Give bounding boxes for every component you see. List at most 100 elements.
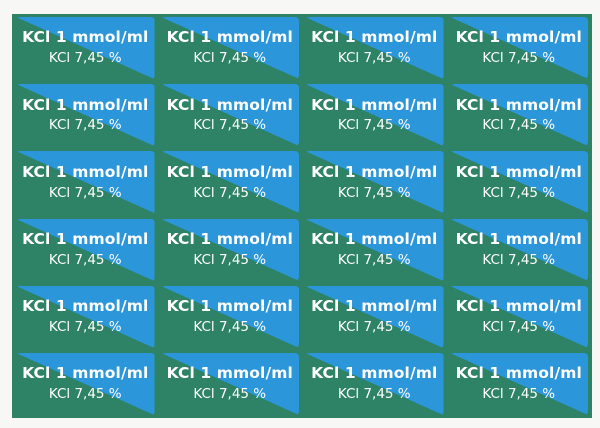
label-diagonal-background (16, 218, 155, 281)
medication-label: KCl 1 mmol/ml KCl 7,45 % (305, 218, 444, 281)
label-text-block: KCl 1 mmol/ml KCl 7,45 % (450, 353, 589, 415)
label-percentage: KCl 7,45 % (337, 251, 411, 268)
label-concentration: KCl 1 mmol/ml (455, 28, 582, 47)
label-concentration: KCl 1 mmol/ml (311, 28, 438, 47)
label-diagonal-background (449, 218, 588, 281)
label-percentage: KCl 7,45 % (482, 50, 556, 67)
medication-label: KCl 1 mmol/ml KCl 7,45 % (16, 84, 155, 147)
label-text-block: KCl 1 mmol/ml KCl 7,45 % (305, 286, 444, 348)
label-percentage: KCl 7,45 % (193, 251, 267, 268)
label-concentration: KCl 1 mmol/ml (22, 229, 149, 248)
medication-label: KCl 1 mmol/ml KCl 7,45 % (449, 285, 589, 348)
label-text-block: KCl 1 mmol/ml KCl 7,45 % (16, 151, 155, 213)
label-concentration: KCl 1 mmol/ml (166, 95, 293, 114)
medication-label: KCl 1 mmol/ml KCl 7,45 % (16, 285, 155, 348)
label-blue-triangle (449, 84, 588, 147)
label-concentration: KCl 1 mmol/ml (311, 229, 438, 248)
label-concentration: KCl 1 mmol/ml (166, 28, 293, 47)
label-percentage: KCl 7,45 % (48, 184, 122, 201)
label-percentage: KCl 7,45 % (482, 318, 556, 335)
label-text-block: KCl 1 mmol/ml KCl 7,45 % (450, 84, 589, 146)
label-text-block: KCl 1 mmol/ml KCl 7,45 % (161, 286, 300, 348)
label-blue-triangle (449, 285, 588, 348)
medication-label: KCl 1 mmol/ml KCl 7,45 % (449, 17, 588, 80)
label-blue-triangle (305, 285, 444, 348)
label-diagonal-background (305, 84, 444, 147)
medication-label: KCl 1 mmol/ml KCl 7,45 % (16, 151, 155, 214)
medication-label: KCl 1 mmol/ml KCl 7,45 % (305, 17, 444, 80)
label-blue-triangle (449, 151, 588, 214)
label-text-block: KCl 1 mmol/ml KCl 7,45 % (16, 286, 155, 348)
label-blue-triangle (305, 151, 444, 214)
label-diagonal-background (449, 352, 588, 415)
label-blue-triangle (16, 17, 155, 80)
label-diagonal-background (16, 84, 155, 147)
label-percentage: KCl 7,45 % (193, 117, 267, 134)
label-blue-triangle (16, 151, 155, 214)
label-text-block: KCl 1 mmol/ml KCl 7,45 % (305, 219, 444, 281)
label-concentration: KCl 1 mmol/ml (22, 162, 149, 181)
label-concentration: KCl 1 mmol/ml (22, 297, 149, 316)
medication-label: KCl 1 mmol/ml KCl 7,45 % (449, 352, 589, 415)
label-text-block: KCl 1 mmol/ml KCl 7,45 % (161, 219, 300, 281)
label-concentration: KCl 1 mmol/ml (166, 297, 293, 316)
label-percentage: KCl 7,45 % (193, 50, 267, 67)
label-concentration: KCl 1 mmol/ml (22, 28, 149, 47)
medication-label: KCl 1 mmol/ml KCl 7,45 % (449, 218, 589, 281)
label-concentration: KCl 1 mmol/ml (311, 364, 438, 383)
label-text-block: KCl 1 mmol/ml KCl 7,45 % (305, 353, 444, 415)
label-concentration: KCl 1 mmol/ml (22, 364, 149, 383)
label-percentage: KCl 7,45 % (48, 318, 122, 335)
label-blue-triangle (449, 17, 588, 80)
label-percentage: KCl 7,45 % (48, 386, 122, 403)
label-concentration: KCl 1 mmol/ml (311, 162, 438, 181)
label-diagonal-background (449, 151, 588, 214)
medication-label: KCl 1 mmol/ml KCl 7,45 % (305, 285, 444, 348)
label-blue-triangle (160, 352, 299, 415)
label-percentage: KCl 7,45 % (482, 117, 556, 134)
label-blue-triangle (16, 218, 155, 281)
label-diagonal-background (160, 218, 299, 281)
label-percentage: KCl 7,45 % (193, 318, 267, 335)
medication-label: KCl 1 mmol/ml KCl 7,45 % (160, 84, 299, 147)
label-percentage: KCl 7,45 % (48, 251, 122, 268)
label-percentage: KCl 7,45 % (482, 184, 556, 201)
label-diagonal-background (305, 17, 444, 80)
label-blue-triangle (160, 17, 299, 80)
label-concentration: KCl 1 mmol/ml (166, 364, 293, 383)
label-blue-triangle (16, 84, 155, 147)
medication-label: KCl 1 mmol/ml KCl 7,45 % (305, 352, 444, 415)
label-concentration: KCl 1 mmol/ml (455, 364, 582, 383)
label-text-block: KCl 1 mmol/ml KCl 7,45 % (16, 353, 155, 415)
label-concentration: KCl 1 mmol/ml (166, 162, 293, 181)
label-concentration: KCl 1 mmol/ml (311, 297, 438, 316)
label-text-block: KCl 1 mmol/ml KCl 7,45 % (16, 219, 155, 281)
medication-label: KCl 1 mmol/ml KCl 7,45 % (160, 151, 299, 214)
label-diagonal-background (449, 84, 588, 147)
label-diagonal-background (160, 151, 299, 214)
label-diagonal-background (16, 285, 155, 348)
label-text-block: KCl 1 mmol/ml KCl 7,45 % (305, 151, 444, 213)
label-text-block: KCl 1 mmol/ml KCl 7,45 % (450, 151, 589, 213)
label-diagonal-background (449, 285, 588, 348)
label-diagonal-background (160, 285, 299, 348)
label-blue-triangle (305, 352, 444, 415)
label-diagonal-background (305, 151, 444, 214)
label-diagonal-background (305, 218, 444, 281)
label-diagonal-background (305, 352, 444, 415)
label-concentration: KCl 1 mmol/ml (166, 229, 293, 248)
label-text-block: KCl 1 mmol/ml KCl 7,45 % (450, 286, 589, 348)
label-percentage: KCl 7,45 % (482, 386, 556, 403)
label-text-block: KCl 1 mmol/ml KCl 7,45 % (450, 219, 589, 281)
label-text-block: KCl 1 mmol/ml KCl 7,45 % (305, 17, 444, 79)
label-percentage: KCl 7,45 % (193, 184, 267, 201)
label-concentration: KCl 1 mmol/ml (455, 229, 582, 248)
label-diagonal-background (160, 352, 299, 415)
label-percentage: KCl 7,45 % (337, 386, 411, 403)
label-text-block: KCl 1 mmol/ml KCl 7,45 % (305, 84, 444, 146)
label-blue-triangle (160, 151, 299, 214)
label-percentage: KCl 7,45 % (48, 50, 122, 67)
label-text-block: KCl 1 mmol/ml KCl 7,45 % (161, 17, 300, 79)
label-blue-triangle (160, 218, 299, 281)
label-diagonal-background (16, 352, 155, 415)
